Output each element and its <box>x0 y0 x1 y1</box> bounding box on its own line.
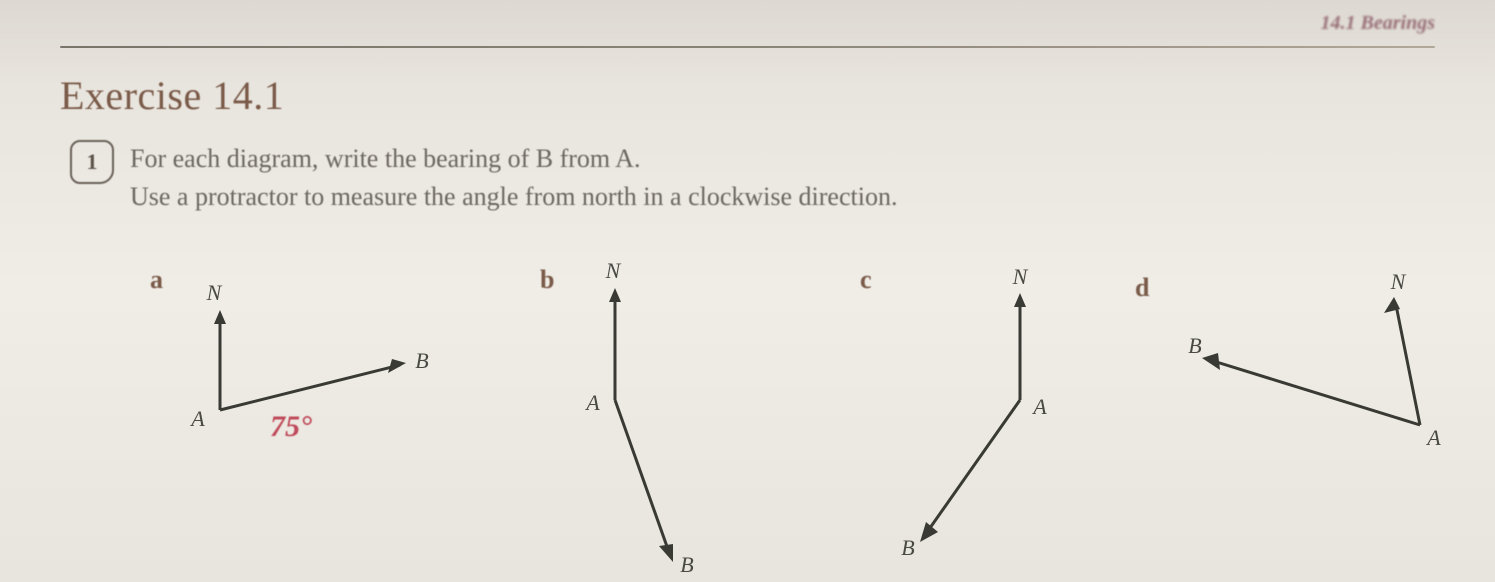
b-line <box>1210 360 1420 425</box>
bearing-svg-d: N A B <box>1125 265 1465 525</box>
north-label: N <box>206 280 223 305</box>
b-arrow-icon <box>659 544 673 562</box>
exercise-heading: Exercise 14.1 <box>60 72 284 119</box>
question-number: 1 <box>70 140 114 184</box>
part-label-c: c <box>860 265 872 295</box>
point-b-label: B <box>1188 333 1201 358</box>
part-label-d: d <box>1135 273 1149 303</box>
north-label: N <box>1390 269 1407 294</box>
diagram-b: b N A B <box>500 265 780 565</box>
north-line <box>1396 305 1420 425</box>
north-label: N <box>605 258 622 283</box>
point-a-label: A <box>189 406 205 431</box>
textbook-page: 14.1 Bearings Exercise 14.1 1 For each d… <box>0 0 1495 582</box>
question-line1: For each diagram, write the bearing of B… <box>130 140 897 178</box>
question-line2: Use a protractor to measure the angle fr… <box>130 178 897 216</box>
north-arrow-icon <box>1014 293 1026 307</box>
point-b-label: B <box>901 535 914 560</box>
bearing-svg-c: N A B <box>820 265 1120 565</box>
diagram-d: d N A B <box>1125 265 1465 525</box>
question-block: 1 For each diagram, write the bearing of… <box>70 140 1435 215</box>
bearing-svg-b: N A B <box>500 265 780 575</box>
b-arrow-icon <box>1202 353 1220 370</box>
b-line <box>925 400 1020 535</box>
bearing-svg-a: N A B <box>120 265 460 525</box>
north-label: N <box>1012 264 1029 289</box>
b-line <box>615 400 670 555</box>
point-a-label: A <box>1425 425 1441 450</box>
point-a-label: A <box>584 390 600 415</box>
north-arrow-icon <box>609 288 621 302</box>
b-line <box>220 365 400 410</box>
question-text: For each diagram, write the bearing of B… <box>130 140 897 215</box>
point-b-label: B <box>415 348 428 373</box>
point-b-label: B <box>680 552 693 577</box>
diagram-a: a N A B 75° <box>120 265 460 525</box>
horizontal-rule <box>60 46 1435 48</box>
chapter-reference: 14.1 Bearings <box>1321 12 1435 35</box>
point-a-label: A <box>1031 394 1047 419</box>
handwritten-answer-a: 75° <box>270 410 312 444</box>
b-arrow-icon <box>388 359 406 373</box>
diagram-c: c N A B <box>820 265 1120 565</box>
part-label-a: a <box>150 265 163 295</box>
b-arrow-icon <box>920 522 938 542</box>
north-arrow-icon <box>214 310 226 324</box>
diagram-strip: a N A B 75° b <box>120 265 1445 555</box>
part-label-b: b <box>540 265 554 295</box>
